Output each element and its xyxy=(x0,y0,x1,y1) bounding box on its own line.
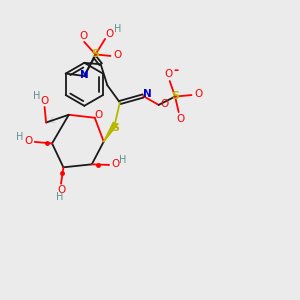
Text: O: O xyxy=(57,185,65,195)
Text: O: O xyxy=(24,136,32,146)
Text: N: N xyxy=(80,70,89,80)
Text: O: O xyxy=(176,114,184,124)
Text: H: H xyxy=(33,91,41,101)
Text: O: O xyxy=(106,28,114,38)
Text: S: S xyxy=(92,50,100,59)
Text: S: S xyxy=(111,123,119,133)
Text: O: O xyxy=(40,96,49,106)
Text: O: O xyxy=(113,50,121,60)
Text: H: H xyxy=(56,192,64,202)
Text: O: O xyxy=(194,88,202,99)
Text: N: N xyxy=(142,88,152,99)
Text: O: O xyxy=(94,110,103,120)
Text: O: O xyxy=(164,70,172,80)
Text: H: H xyxy=(16,132,23,142)
Text: -: - xyxy=(174,64,179,77)
Text: H: H xyxy=(119,154,127,165)
Text: S: S xyxy=(171,91,179,101)
Text: H: H xyxy=(114,24,121,34)
Text: O: O xyxy=(112,159,120,169)
Text: O: O xyxy=(80,31,88,41)
Polygon shape xyxy=(104,122,117,142)
Text: O: O xyxy=(160,99,168,109)
